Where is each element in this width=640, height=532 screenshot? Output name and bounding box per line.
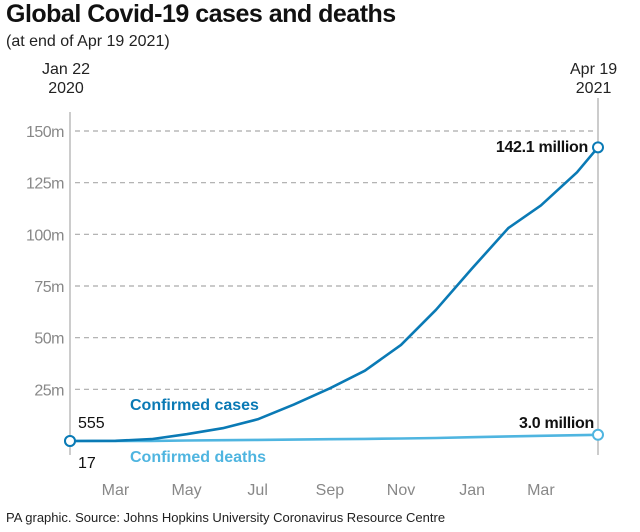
end-value-deaths: 3.0 million <box>519 415 594 432</box>
series-label-deaths: Confirmed deaths <box>130 449 266 466</box>
x-tick-label: Mar <box>102 482 130 499</box>
start-value-deaths: 17 <box>78 455 96 472</box>
start-point-marker <box>64 434 76 447</box>
series-line-deaths <box>70 433 599 443</box>
end-date-label: Apr 19 2021 <box>570 60 617 98</box>
series-label-cases: Confirmed cases <box>130 397 259 414</box>
x-tick-label: Jan <box>459 482 485 499</box>
start-value-cases: 555 <box>78 415 105 432</box>
end-date-line1: Apr 19 <box>570 61 618 78</box>
y-tick-label: 150m <box>26 124 64 141</box>
start-date-label: Jan 22 2020 <box>42 60 90 98</box>
x-tick-label: Mar <box>527 482 555 499</box>
y-tick-label: 50m <box>34 331 64 348</box>
chart-title: Global Covid-19 cases and deaths <box>6 0 396 28</box>
end-date-line2: 2021 <box>575 80 612 97</box>
y-tick-label: 100m <box>26 227 64 244</box>
y-tick-label: 25m <box>34 382 64 399</box>
x-tick-label: Sep <box>316 482 345 499</box>
start-date-line2: 2020 <box>48 80 84 97</box>
source-note: PA graphic. Source: Johns Hopkins Univer… <box>6 510 446 525</box>
end-value-cases: 142.1 million <box>496 139 588 156</box>
y-tick-label: 125m <box>26 176 64 193</box>
start-date-line1: Jan 22 <box>42 61 91 78</box>
series-line-cases <box>69 146 599 443</box>
x-tick-label: Nov <box>387 482 415 499</box>
chart-subtitle: (at end of Apr 19 2021) <box>6 33 170 50</box>
end-point-marker <box>592 141 604 154</box>
y-tick-label: 75m <box>34 279 64 296</box>
x-tick-label: Jul <box>247 482 267 499</box>
end-point-marker <box>592 428 604 441</box>
x-tick-label: May <box>171 482 201 499</box>
